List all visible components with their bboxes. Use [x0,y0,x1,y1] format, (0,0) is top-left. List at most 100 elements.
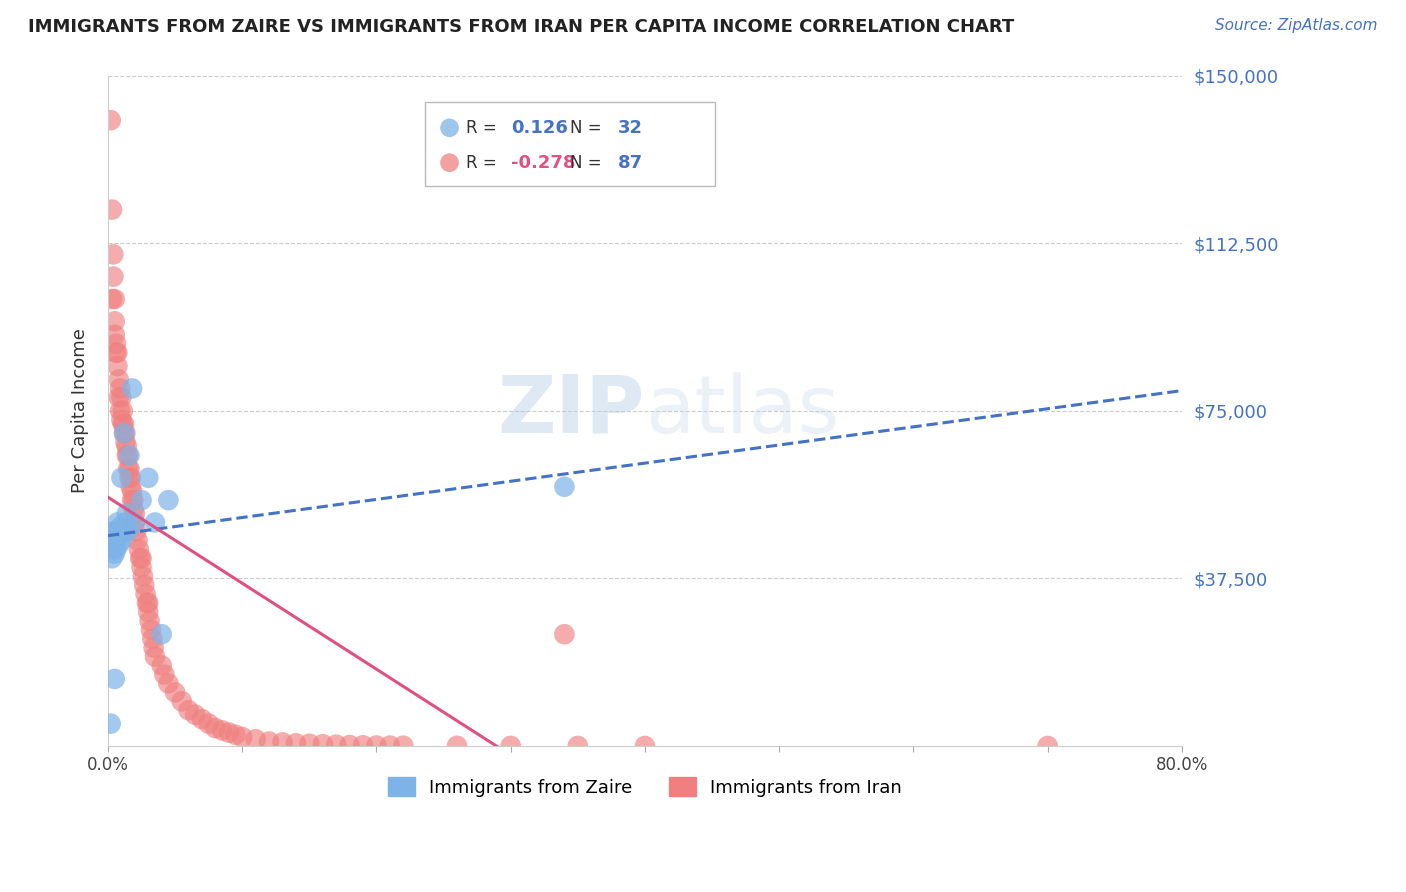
Point [105,359,128,373]
Legend: Immigrants from Zaire, Immigrants from Iran: Immigrants from Zaire, Immigrants from I… [381,770,910,804]
Point [284,736,307,750]
Point [117,449,139,463]
Point [120,480,142,494]
Point [110,533,132,548]
Point [142,640,165,655]
Point [114,516,136,530]
Point [257,734,280,748]
Point [105,542,128,557]
Point [104,327,127,342]
Point [225,728,247,742]
Point [191,712,214,726]
Point [112,426,135,441]
Point [118,471,141,485]
FancyBboxPatch shape [425,103,714,186]
Point [132,569,155,583]
Text: -0.278: -0.278 [510,153,575,171]
Point [110,390,132,404]
Point [103,533,125,548]
Point [105,336,128,351]
Point [107,538,129,552]
Text: ZIP: ZIP [498,372,645,450]
Point [124,507,146,521]
Point [197,716,219,731]
Point [170,694,193,708]
Point [245,732,267,747]
Point [553,480,575,494]
Point [157,493,180,508]
Point [312,737,335,751]
Point [131,560,153,574]
Point [352,739,374,753]
Text: IMMIGRANTS FROM ZAIRE VS IMMIGRANTS FROM IRAN PER CAPITA INCOME CORRELATION CHAR: IMMIGRANTS FROM ZAIRE VS IMMIGRANTS FROM… [28,18,1014,36]
Point [136,471,159,485]
Point [101,551,124,566]
Point [131,551,153,566]
Point [218,725,240,739]
Point [135,596,157,610]
Point [339,738,361,752]
Point [128,542,150,557]
Point [105,533,128,548]
Point [112,524,135,539]
Point [122,502,145,516]
Point [114,435,136,450]
Point [129,551,152,566]
Point [115,507,138,521]
Point [103,524,125,539]
Y-axis label: Per Capita Income: Per Capita Income [72,328,89,493]
Point [104,672,127,686]
Point [111,403,134,417]
Point [104,547,127,561]
Point [177,703,200,717]
Point [211,723,233,738]
Point [118,449,141,463]
Point [138,614,160,628]
Point [325,738,347,752]
Point [553,627,575,641]
Point [143,649,166,664]
Point [108,403,131,417]
Text: R =: R = [465,119,502,136]
Point [108,381,131,395]
Point [107,372,129,386]
Point [165,685,187,699]
Point [366,739,388,753]
Point [104,292,127,306]
Point [1036,739,1059,753]
Point [115,440,138,454]
Point [110,471,132,485]
Point [121,381,143,395]
Text: N =: N = [569,119,606,136]
Point [101,202,124,217]
Point [231,730,253,744]
Point [107,390,129,404]
Point [100,716,122,731]
Point [392,739,415,753]
Point [111,417,134,432]
Point [141,632,163,646]
Point [567,739,589,753]
Point [121,493,143,508]
Point [117,462,139,476]
Point [125,524,148,539]
Point [105,345,128,359]
Text: N =: N = [569,153,606,171]
Text: atlas: atlas [645,372,839,450]
Point [122,493,145,508]
Text: 0.126: 0.126 [510,119,568,136]
Point [105,345,128,359]
Point [101,292,124,306]
Point [127,533,149,548]
Point [118,462,141,476]
Point [100,113,122,128]
Point [446,739,468,753]
Text: R =: R = [465,153,502,171]
Text: Source: ZipAtlas.com: Source: ZipAtlas.com [1215,18,1378,33]
Point [157,676,180,690]
Point [204,721,226,735]
Point [120,471,142,485]
Point [139,623,162,637]
Point [112,417,135,432]
Point [131,493,153,508]
